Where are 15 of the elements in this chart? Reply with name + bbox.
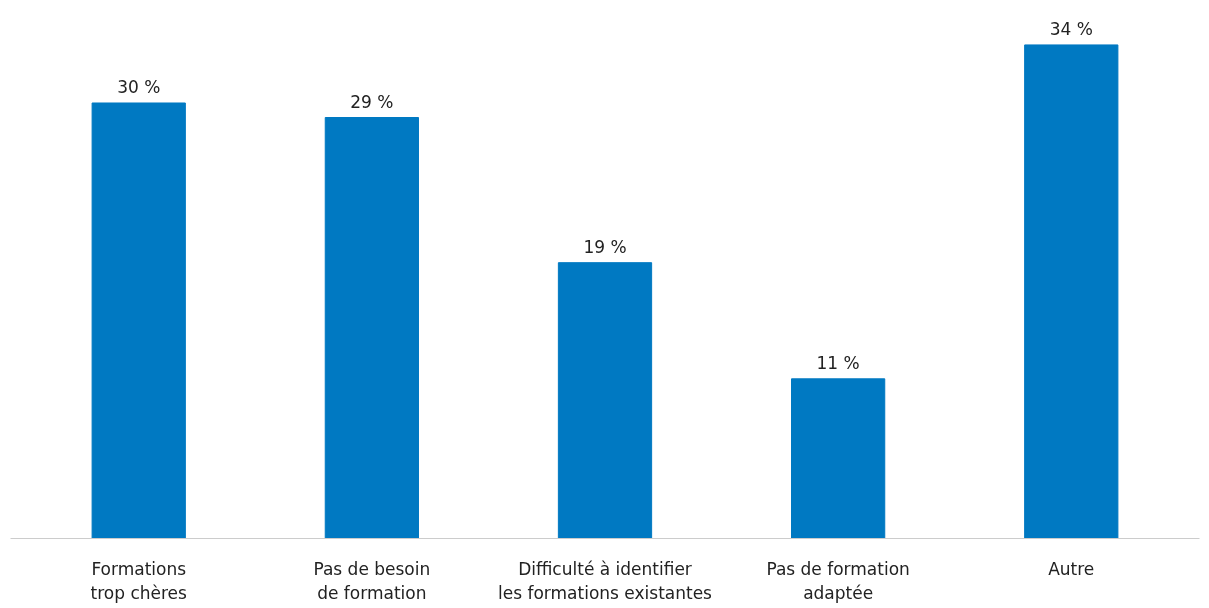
bar (1024, 44, 1119, 539)
x-tick-label: Autre (1048, 558, 1095, 579)
bar (791, 378, 886, 539)
bar (557, 262, 653, 539)
x-tick-label: Pas de besoin de formation (313, 558, 431, 603)
data-label: 11 % (816, 352, 860, 373)
data-label: 29 % (350, 91, 394, 112)
x-tick-label: Difficulté à identifier les formations existantes (498, 558, 713, 603)
data-label: 19 % (583, 236, 627, 257)
x-tick-label: Formations trop chères (90, 558, 188, 603)
bar (324, 117, 419, 539)
bar (91, 102, 186, 539)
data-label: 30 % (117, 76, 161, 97)
x-tick-label: Pas de formation adaptée (766, 558, 910, 603)
data-label: 34 % (1049, 18, 1093, 39)
